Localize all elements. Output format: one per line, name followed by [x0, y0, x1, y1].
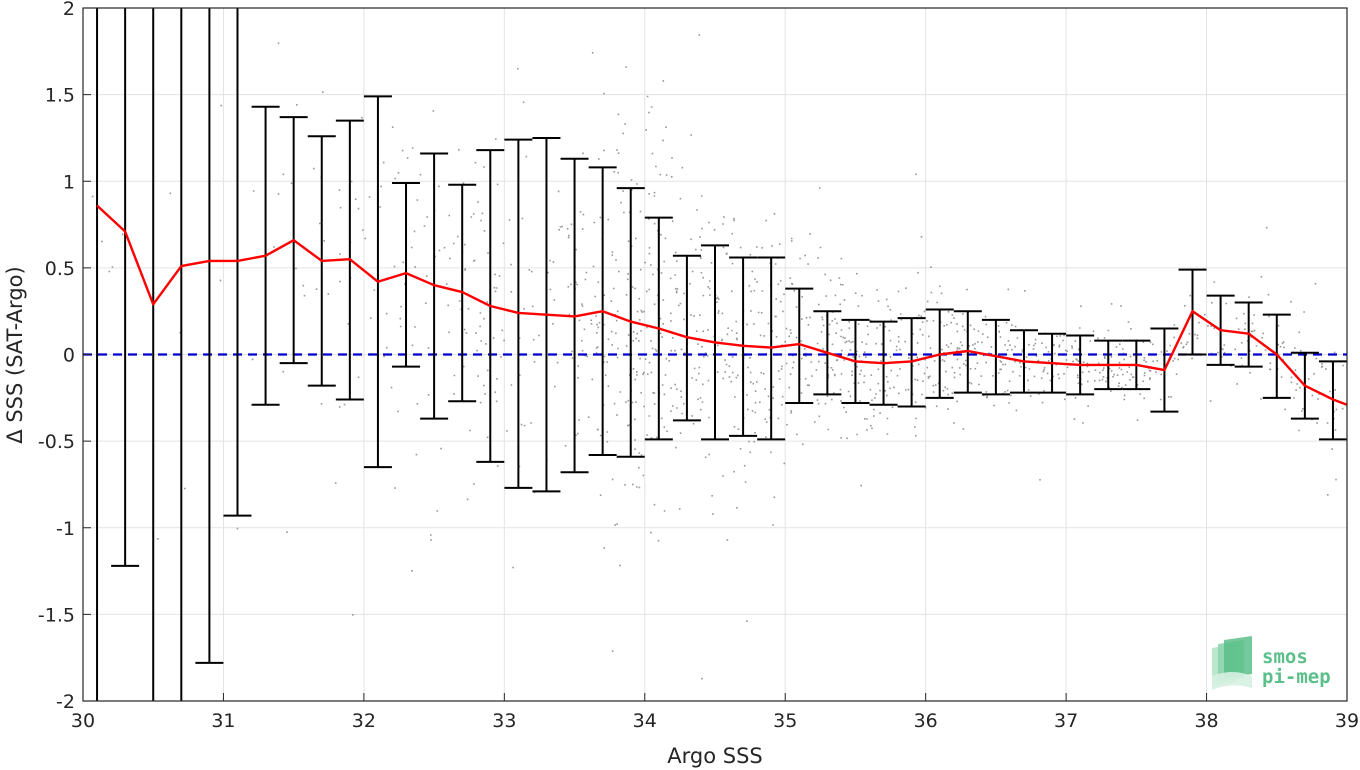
y-tick-label: 0.5 [45, 258, 75, 280]
logo-text-pi-mep: pi-mep [1262, 666, 1331, 688]
x-tick-label: 32 [352, 710, 376, 732]
y-tick-label: 1 [63, 171, 75, 193]
x-tick-label: 39 [1335, 710, 1359, 732]
x-tick-label: 30 [71, 710, 95, 732]
y-tick-label: 0 [63, 345, 75, 367]
y-tick-label: 2 [63, 0, 75, 20]
tick-labels: 30 31 32 33 34 35 36 37 38 39 -2 -1.5 -1 -0.5 0 0.5 1 1.5… [38, 0, 1359, 732]
smos-pi-mep-logo: smos pi-mep [1212, 636, 1331, 690]
binned-mean-line [96, 204, 1348, 406]
error-bar [111, 8, 140, 567]
x-tick-label: 35 [773, 710, 797, 732]
x-tick-label: 37 [1054, 710, 1078, 732]
x-tick-label: 31 [211, 710, 235, 732]
error-bar [195, 8, 224, 664]
axes-frame [82, 7, 1348, 702]
x-tick-label: 33 [492, 710, 516, 732]
y-axis-label: Δ SSS (SAT-Argo) [3, 266, 27, 443]
error-bar [785, 287, 814, 405]
y-tick-label: -1 [56, 518, 75, 540]
logo-icon [1212, 636, 1252, 690]
y-tick-label: 1.5 [45, 85, 75, 107]
x-tick-label: 38 [1194, 710, 1218, 732]
x-tick-label: 36 [914, 710, 938, 732]
error-bar [392, 181, 421, 368]
y-tick-label: -1.5 [38, 604, 75, 626]
logo-text-smos: smos [1262, 646, 1308, 668]
x-axis-label: Argo SSS [667, 744, 762, 768]
y-tick-label: -0.5 [38, 431, 75, 453]
mean-line [96, 204, 1348, 406]
y-tick-label: -2 [56, 691, 75, 713]
x-tick-label: 34 [633, 710, 657, 732]
